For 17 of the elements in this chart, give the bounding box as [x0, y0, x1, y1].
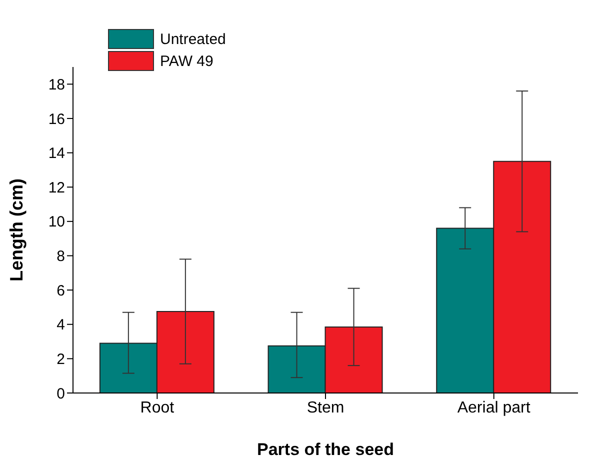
x-tick-label: Aerial part [457, 399, 531, 416]
y-tick-label: 8 [56, 248, 65, 266]
y-tick-label: 6 [56, 282, 65, 300]
y-tick-label: 4 [56, 316, 65, 334]
legend-label: Untreated [160, 30, 226, 48]
y-tick-label: 18 [48, 76, 65, 94]
x-tick-label: Root [140, 399, 175, 416]
x-axis-title: Parts of the seed [257, 440, 394, 460]
y-tick-label: 16 [48, 110, 65, 128]
y-tick-label: 0 [56, 385, 65, 402]
y-tick-label: 12 [48, 179, 65, 196]
legend-label: PAW 49 [160, 52, 214, 70]
x-tick-label: Stem [306, 399, 344, 416]
y-tick-label: 2 [56, 351, 65, 368]
y-tick-label: 14 [48, 145, 65, 162]
y-axis-title: Length (cm) [6, 178, 26, 282]
y-tick-label: 10 [48, 214, 65, 231]
